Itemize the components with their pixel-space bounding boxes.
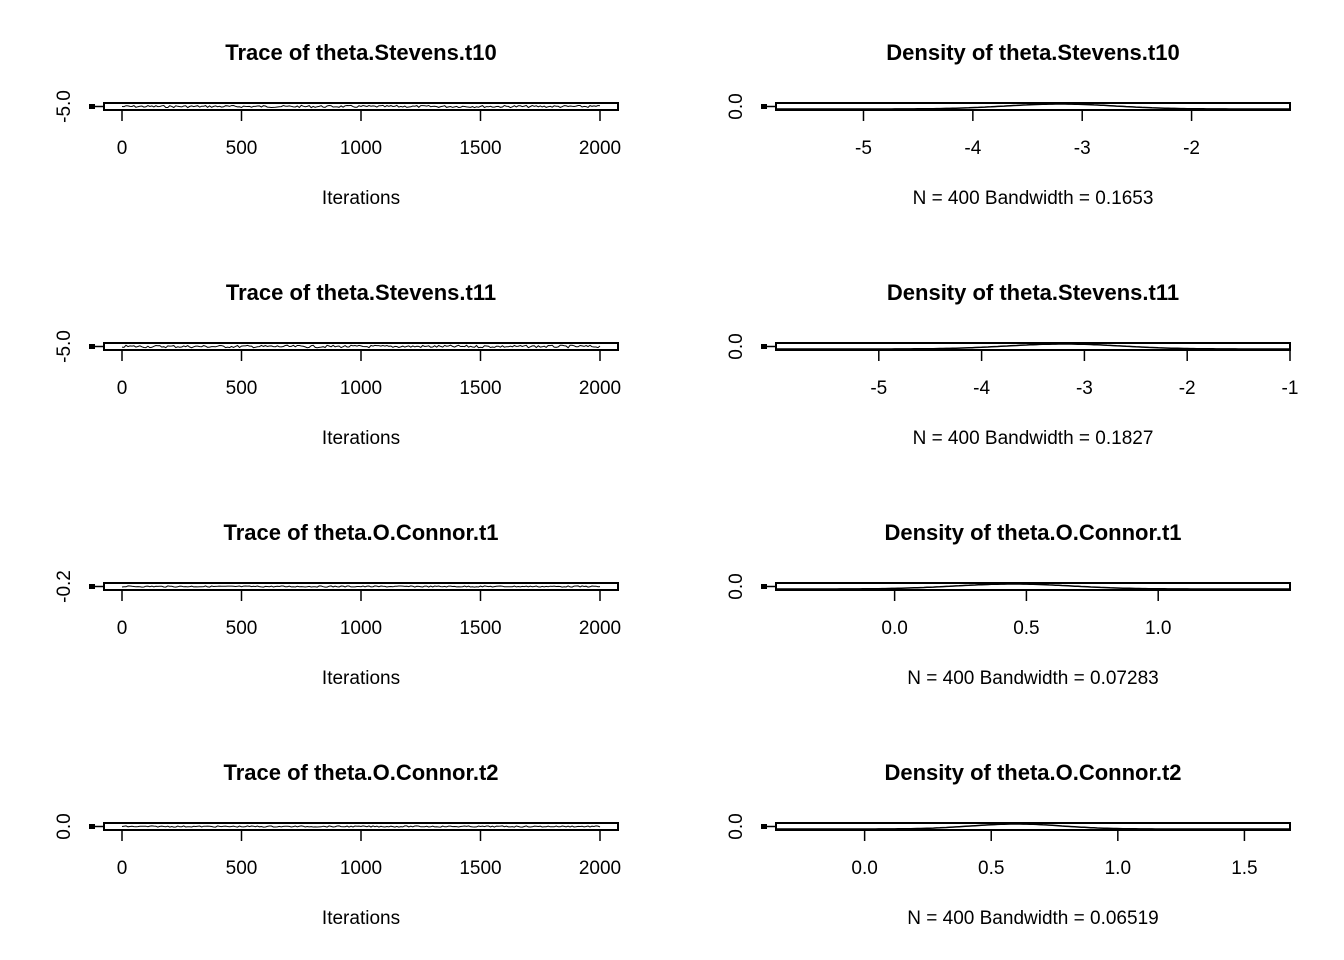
x-tick-label: 0 <box>117 618 128 639</box>
trace-title: Trace of theta.Stevens.t11 <box>226 280 496 305</box>
trace-series-line <box>121 825 601 828</box>
x-axis-label: Iterations <box>322 908 400 929</box>
density-curve <box>776 583 1290 590</box>
x-tick-label: 1500 <box>459 618 501 639</box>
x-tick-label: 500 <box>226 378 258 399</box>
y-tick-label: 0.0 <box>54 813 75 839</box>
x-tick-label: -5 <box>870 378 887 399</box>
x-tick-label: 1500 <box>459 858 501 879</box>
x-tick-label: 0.5 <box>1013 618 1039 639</box>
density-curve <box>776 103 1290 110</box>
x-tick-label: -4 <box>964 138 981 159</box>
density-subtitle: N = 400 Bandwidth = 0.1653 <box>913 188 1154 209</box>
x-tick-label: 0 <box>117 138 128 159</box>
density-curve <box>776 823 1290 830</box>
y-tick-label: -5.0 <box>54 330 75 363</box>
x-tick-label: -3 <box>1074 138 1091 159</box>
x-tick-label: 2000 <box>579 378 621 399</box>
x-tick-label: 1000 <box>340 138 382 159</box>
x-tick-label: 500 <box>226 138 258 159</box>
y-tick-label: -0.2 <box>54 570 75 603</box>
density-title: Density of theta.Stevens.t10 <box>886 40 1179 65</box>
x-tick-label: 1000 <box>340 618 382 639</box>
trace-title: Trace of theta.O.Connor.t2 <box>223 760 498 785</box>
density-title: Density of theta.O.Connor.t2 <box>884 760 1181 785</box>
x-tick-label: 1000 <box>340 858 382 879</box>
y-tick-label: 0.0 <box>726 573 747 599</box>
x-tick-label: -1 <box>1282 378 1299 399</box>
y-tick-label: 0.0 <box>726 813 747 839</box>
density-title: Density of theta.Stevens.t11 <box>887 280 1179 305</box>
density-subtitle: N = 400 Bandwidth = 0.1827 <box>913 428 1154 449</box>
x-axis-label: Iterations <box>322 428 400 449</box>
x-tick-label: 1.0 <box>1105 858 1131 879</box>
x-tick-label: -5 <box>855 138 872 159</box>
x-tick-label: 0.0 <box>851 858 877 879</box>
x-tick-label: 1500 <box>459 138 501 159</box>
x-tick-label: -2 <box>1179 378 1196 399</box>
density-title: Density of theta.O.Connor.t1 <box>884 520 1181 545</box>
x-tick-label: 1500 <box>459 378 501 399</box>
density-subtitle: N = 400 Bandwidth = 0.07283 <box>907 668 1158 689</box>
trace-series-line <box>121 104 601 109</box>
x-tick-label: 0.5 <box>978 858 1004 879</box>
x-axis-label: Iterations <box>322 668 400 689</box>
trace-series-line <box>121 585 601 588</box>
x-tick-label: 0 <box>117 858 128 879</box>
x-tick-label: 0 <box>117 378 128 399</box>
trace-series-line <box>121 344 601 349</box>
density-curve <box>776 343 1290 350</box>
x-tick-label: 1.0 <box>1145 618 1171 639</box>
x-tick-label: 500 <box>226 858 258 879</box>
x-tick-label: 0.0 <box>881 618 907 639</box>
y-tick-label: 0.0 <box>726 93 747 119</box>
x-tick-label: 2000 <box>579 858 621 879</box>
x-tick-label: 2000 <box>579 138 621 159</box>
x-axis-label: Iterations <box>322 188 400 209</box>
x-tick-label: -3 <box>1076 378 1093 399</box>
x-tick-label: 2000 <box>579 618 621 639</box>
density-subtitle: N = 400 Bandwidth = 0.06519 <box>907 908 1158 929</box>
x-tick-label: 1000 <box>340 378 382 399</box>
y-tick-label: 0.0 <box>726 333 747 359</box>
trace-title: Trace of theta.O.Connor.t1 <box>223 520 498 545</box>
x-tick-label: -4 <box>973 378 990 399</box>
x-tick-label: 500 <box>226 618 258 639</box>
trace-title: Trace of theta.Stevens.t10 <box>225 40 496 65</box>
y-tick-label: -5.0 <box>54 90 75 123</box>
x-tick-label: 1.5 <box>1231 858 1257 879</box>
x-tick-label: -2 <box>1183 138 1200 159</box>
